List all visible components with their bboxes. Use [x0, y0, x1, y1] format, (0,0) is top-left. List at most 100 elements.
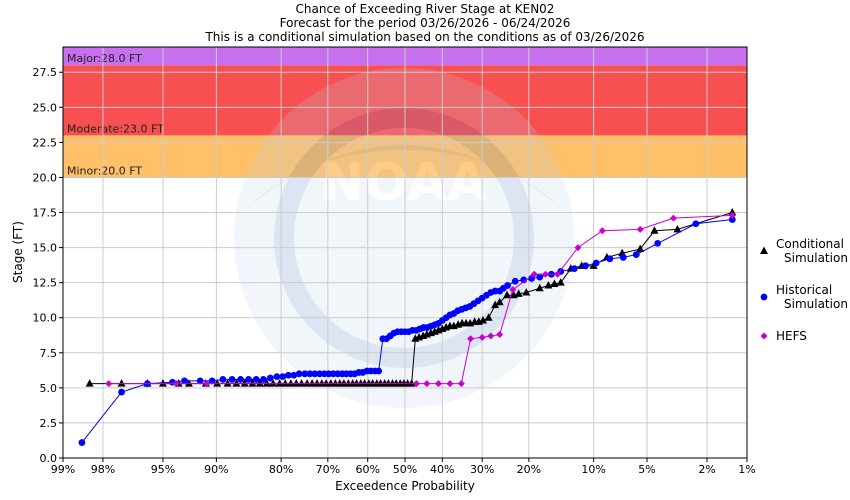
- y-tick-label: 17.5: [33, 207, 58, 220]
- legend-label-historical-simulation: Historical: [776, 283, 832, 297]
- chart-title-line-3: This is a conditional simulation based o…: [205, 30, 645, 44]
- data-point-hefs: [446, 380, 454, 388]
- data-point-conditional-simulation: [303, 379, 312, 387]
- x-tick-label: 5%: [638, 463, 655, 476]
- data-point-conditional-simulation: [297, 379, 306, 387]
- data-point-hefs: [530, 270, 538, 278]
- x-tick-label: 95%: [151, 463, 175, 476]
- data-point-hefs: [105, 380, 113, 388]
- data-point-historical-simulation: [632, 251, 640, 259]
- chart-title-line-2: Forecast for the period 03/26/2026 - 06/…: [279, 16, 571, 30]
- y-tick-label: 7.5: [40, 347, 58, 360]
- data-point-conditional-simulation: [223, 379, 232, 387]
- data-point-historical-simulation: [570, 265, 578, 273]
- legend-marker-hefs: [760, 332, 768, 340]
- x-tick-label: 2%: [698, 463, 715, 476]
- noaa-emblem-text: NOAA: [321, 153, 488, 213]
- x-tick-label: 99%: [51, 463, 75, 476]
- data-point-hefs: [509, 286, 517, 294]
- y-tick-label: 25.0: [33, 101, 58, 114]
- data-point-historical-simulation: [301, 370, 309, 378]
- data-point-historical-simulation: [511, 277, 519, 285]
- data-point-historical-simulation: [245, 376, 253, 383]
- data-point-conditional-simulation: [269, 379, 278, 387]
- data-point-conditional-simulation: [248, 379, 257, 387]
- x-tick-label: 90%: [204, 463, 228, 476]
- data-point-historical-simulation: [619, 254, 627, 261]
- y-tick-label: 5.0: [40, 382, 58, 395]
- data-point-conditional-simulation: [503, 290, 512, 299]
- data-point-conditional-simulation: [484, 313, 493, 321]
- data-point-conditional-simulation: [281, 379, 290, 387]
- noaa-emblem-circle: [234, 68, 574, 408]
- data-point-historical-simulation: [266, 374, 274, 382]
- legend-label-conditional-simulation: Conditional: [776, 237, 844, 251]
- y-tick-label: 27.5: [33, 66, 58, 79]
- x-tick-label: 1%: [738, 463, 755, 476]
- data-point-historical-simulation: [504, 282, 511, 289]
- data-point-conditional-simulation: [262, 379, 271, 387]
- noaa-emblem-ring: [274, 108, 534, 368]
- data-point-hefs: [203, 380, 211, 388]
- data-point-conditional-simulation: [673, 224, 682, 233]
- noaa-emblem-wing: [244, 145, 564, 210]
- data-point-hefs: [423, 380, 431, 388]
- data-point-historical-simulation: [520, 276, 528, 284]
- y-tick-label: 12.5: [33, 277, 58, 290]
- data-point-historical-simulation: [259, 376, 267, 383]
- y-tick-label: 10.0: [33, 312, 58, 325]
- y-tick-label: 22.5: [33, 136, 58, 149]
- data-point-historical-simulation: [228, 376, 236, 383]
- data-point-conditional-simulation: [255, 379, 264, 387]
- data-point-conditional-simulation: [514, 289, 523, 297]
- x-axis-label: Exceedence Probability: [335, 479, 475, 493]
- data-point-hefs: [496, 331, 504, 339]
- x-tick-label: 98%: [91, 463, 115, 476]
- data-point-hefs: [598, 227, 606, 235]
- data-point-conditional-simulation: [292, 379, 301, 387]
- data-point-historical-simulation: [78, 439, 86, 446]
- data-point-hefs: [574, 244, 582, 252]
- data-point-historical-simulation: [592, 259, 600, 267]
- data-point-conditional-simulation: [407, 379, 416, 387]
- data-point-hefs: [412, 380, 420, 388]
- data-point-historical-simulation: [252, 376, 260, 383]
- data-point-hefs: [554, 270, 562, 278]
- data-point-historical-simulation: [208, 377, 216, 385]
- data-point-conditional-simulation: [544, 280, 553, 289]
- flood-band-label-minor: Minor:20.0 FT: [67, 164, 142, 177]
- y-axis-label: Stage (FT): [11, 221, 25, 283]
- data-point-conditional-simulation: [184, 379, 193, 387]
- x-tick-label: 40%: [430, 463, 454, 476]
- data-point-conditional-simulation: [117, 379, 126, 387]
- data-point-historical-simulation: [375, 367, 383, 375]
- data-point-conditional-simulation: [479, 316, 488, 324]
- data-point-historical-simulation: [196, 377, 204, 385]
- data-point-conditional-simulation: [650, 226, 659, 234]
- legend-marker-historical-simulation: [760, 293, 768, 301]
- data-point-hefs: [434, 380, 442, 388]
- data-point-historical-simulation: [728, 216, 736, 223]
- legend-label-hefs: HEFS: [776, 329, 807, 343]
- data-point-historical-simulation: [654, 239, 662, 247]
- data-point-historical-simulation: [279, 373, 287, 381]
- legend: ConditionalSimulationHistoricalSimulatio…: [760, 237, 848, 343]
- x-tick-label: 10%: [581, 463, 605, 476]
- legend-label-historical-simulation: Simulation: [784, 297, 848, 311]
- data-point-hefs: [487, 332, 495, 340]
- x-tick-label: 60%: [355, 463, 379, 476]
- flood-band-label-moderate: Moderate:23.0 FT: [67, 122, 164, 135]
- data-point-hefs: [636, 225, 644, 233]
- series-historical-simulation: [78, 216, 736, 446]
- flood-band-label-major: Major:28.0 FT: [67, 52, 142, 65]
- data-point-historical-simulation: [311, 370, 319, 378]
- data-point-conditional-simulation: [636, 244, 645, 252]
- data-point-historical-simulation: [290, 371, 298, 379]
- x-tick-label: 70%: [316, 463, 340, 476]
- data-point-historical-simulation: [606, 255, 614, 263]
- x-tick-label: 50%: [393, 463, 417, 476]
- data-point-conditional-simulation: [240, 379, 249, 387]
- legend-label-conditional-simulation: Simulation: [784, 251, 848, 265]
- data-point-conditional-simulation: [522, 287, 531, 296]
